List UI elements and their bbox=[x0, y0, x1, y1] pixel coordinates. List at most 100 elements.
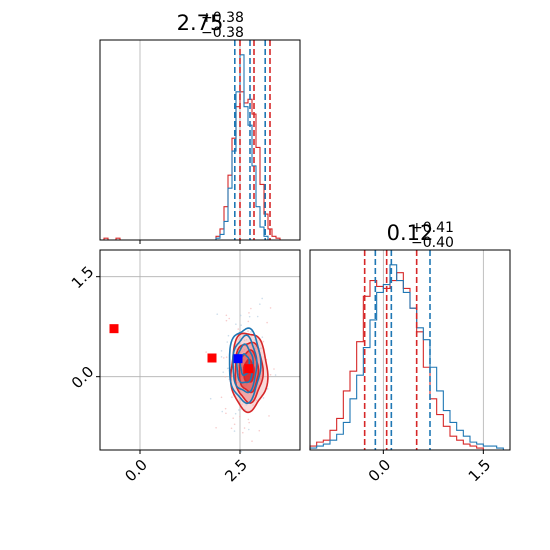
joint-xtick-label: 0.0 bbox=[121, 456, 151, 486]
joint-contour-blue bbox=[235, 343, 254, 384]
joint-xtick-label: 2.5 bbox=[221, 456, 251, 486]
joint-sample-point bbox=[239, 415, 241, 418]
joint-contour-blue bbox=[228, 327, 262, 405]
axes-frame-param-1 bbox=[309, 249, 511, 451]
joint-sample-point bbox=[231, 375, 234, 377]
joint-sample-point bbox=[222, 357, 225, 359]
joint-sample-point bbox=[225, 412, 227, 415]
joint-sample-point bbox=[247, 428, 250, 431]
joint-sample-point bbox=[259, 303, 261, 305]
axes-frame-param-0 bbox=[99, 39, 301, 241]
joint-sample-point bbox=[240, 450, 243, 453]
joint-contour-blue bbox=[232, 334, 258, 394]
joint-sample-point bbox=[250, 331, 252, 333]
joint-sample-point bbox=[245, 404, 248, 406]
hist-layer-param-1 bbox=[309, 250, 504, 450]
ticks-param-1: 0.0 1.5 bbox=[365, 450, 495, 486]
joint-sample-point bbox=[261, 297, 263, 300]
joint-sample-point bbox=[238, 336, 241, 339]
title-param-0-minus: −0.38 bbox=[201, 25, 244, 41]
joint-sample-point bbox=[255, 399, 258, 402]
joint-sample-point bbox=[261, 336, 264, 338]
joint-sample-point bbox=[235, 323, 237, 326]
joint-sample-point bbox=[262, 340, 265, 343]
joint-sample-point bbox=[224, 407, 227, 410]
joint-sample-point bbox=[220, 396, 223, 399]
joint-sample-point bbox=[220, 350, 223, 352]
joint-sample-point bbox=[252, 404, 254, 406]
joint-sample-point bbox=[231, 396, 233, 398]
grid-param-1 bbox=[382, 250, 484, 450]
panel-marginal-param-0: 2.75 +0.38 −0.38 bbox=[99, 10, 301, 244]
title-param-1-minus: −0.40 bbox=[411, 235, 454, 251]
joint-sample-point bbox=[233, 430, 236, 432]
joint-ytick-label: 1.5 bbox=[68, 263, 98, 293]
joint-sample-point bbox=[256, 315, 259, 318]
joint-sample-point bbox=[225, 314, 228, 317]
param-1-hist-series-1 bbox=[309, 264, 504, 450]
joint-sample-point bbox=[234, 412, 237, 415]
panel-marginal-param-1: 0.0 1.5 0.12 +0.41 −0.40 bbox=[309, 220, 511, 486]
param-1-hist-series-0 bbox=[309, 272, 484, 450]
joint-sample-point bbox=[216, 313, 219, 315]
joint-sample-point bbox=[266, 388, 269, 390]
joint-sample-point bbox=[248, 315, 251, 318]
joint-sample-point bbox=[237, 338, 240, 341]
joint-sample-point bbox=[239, 314, 242, 317]
ticks-joint: 0.0 2.5 0.0 1.5 bbox=[68, 263, 251, 486]
joint-sample-point bbox=[248, 312, 250, 314]
joint-marker-red bbox=[109, 324, 119, 334]
joint-sample-point bbox=[237, 328, 240, 330]
title-param-1: 0.12 bbox=[387, 221, 434, 245]
joint-marker-blue bbox=[233, 354, 243, 364]
joint-sample-point bbox=[258, 429, 261, 432]
joint-sample-point bbox=[215, 426, 217, 429]
joint-sample-point bbox=[225, 356, 228, 358]
joint-sample-point bbox=[220, 356, 223, 358]
param-1-xtick-label: 0.0 bbox=[365, 456, 395, 486]
joint-sample-point bbox=[225, 319, 228, 322]
joint-sample-point bbox=[230, 427, 233, 430]
joint-sample-point bbox=[274, 374, 277, 376]
joint-sample-point bbox=[243, 427, 246, 429]
joint-sample-point bbox=[251, 440, 253, 442]
joint-sample-point bbox=[241, 431, 244, 434]
joint-sample-point bbox=[209, 397, 212, 400]
joint-sample-point bbox=[268, 415, 270, 417]
joint-sample-point bbox=[224, 376, 227, 378]
joint-sample-point bbox=[247, 320, 250, 323]
title-param-1-plus: +0.41 bbox=[411, 220, 454, 236]
title-param-0: 2.75 bbox=[177, 11, 224, 35]
title-param-0-plus: +0.38 bbox=[201, 10, 244, 26]
hist-layer-param-0 bbox=[103, 40, 281, 241]
joint-sample-point bbox=[245, 338, 248, 341]
joint-contour-blue bbox=[239, 353, 251, 377]
param-1-xtick-label: 1.5 bbox=[465, 456, 495, 486]
param-0-hist-series-1 bbox=[215, 54, 269, 240]
joint-ytick-label: 0.0 bbox=[68, 363, 98, 393]
joint-sample-point bbox=[260, 347, 262, 350]
joint-sample-point bbox=[227, 334, 230, 337]
panel-joint-param-0-param-1: 0.0 2.5 0.0 1.5 bbox=[68, 249, 301, 486]
joint-sample-point bbox=[228, 317, 231, 320]
joint-sample-point bbox=[250, 307, 252, 310]
joint-sample-point bbox=[226, 367, 229, 370]
joint-sample-point bbox=[253, 339, 256, 341]
grid-param-0 bbox=[139, 40, 241, 240]
joint-sample-point bbox=[221, 410, 224, 413]
joint-sample-point bbox=[232, 417, 234, 420]
joint-sample-point bbox=[226, 341, 229, 343]
grid-joint bbox=[100, 250, 300, 450]
joint-sample-point bbox=[241, 403, 243, 405]
joint-sample-point bbox=[269, 373, 272, 376]
title-param-1-value: 0.12 bbox=[387, 221, 434, 245]
joint-sample-point bbox=[222, 371, 225, 373]
joint-sample-point bbox=[240, 324, 242, 326]
ticks-param-0 bbox=[139, 240, 241, 244]
joint-sample-point bbox=[269, 307, 272, 309]
joint-sample-point bbox=[262, 397, 265, 399]
joint-marker-red bbox=[207, 353, 217, 363]
joint-sample-point bbox=[247, 330, 249, 332]
joint-marker-red bbox=[244, 364, 254, 374]
